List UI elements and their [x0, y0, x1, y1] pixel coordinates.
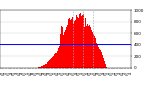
Bar — [45, 64, 46, 68]
Bar — [73, 24, 74, 68]
Bar — [51, 58, 52, 68]
Bar — [62, 27, 63, 68]
Bar — [80, 13, 81, 68]
Bar — [96, 43, 97, 68]
Bar — [82, 15, 83, 68]
Bar — [49, 60, 50, 68]
Bar — [61, 26, 62, 68]
Bar — [64, 32, 65, 68]
Bar — [53, 56, 54, 68]
Bar — [43, 65, 44, 68]
Bar — [44, 65, 45, 68]
Bar — [39, 67, 40, 68]
Bar — [58, 48, 59, 68]
Bar — [89, 25, 90, 68]
Bar — [72, 17, 73, 68]
Bar — [98, 47, 99, 68]
Bar — [65, 30, 66, 68]
Bar — [85, 18, 86, 68]
Bar — [95, 38, 96, 68]
Bar — [86, 27, 87, 68]
Bar — [74, 21, 75, 68]
Bar — [91, 30, 92, 68]
Bar — [75, 20, 76, 68]
Bar — [38, 67, 39, 68]
Bar — [100, 50, 101, 68]
Bar — [50, 59, 51, 68]
Bar — [77, 17, 78, 68]
Bar — [101, 52, 102, 68]
Bar — [54, 54, 55, 68]
Bar — [41, 66, 42, 68]
Bar — [40, 67, 41, 68]
Bar — [84, 27, 85, 68]
Bar — [68, 19, 69, 68]
Bar — [59, 46, 60, 68]
Bar — [63, 35, 64, 68]
Bar — [52, 57, 53, 68]
Bar — [47, 62, 48, 68]
Bar — [56, 54, 57, 68]
Bar — [55, 53, 56, 68]
Bar — [105, 64, 106, 68]
Bar — [78, 18, 79, 68]
Bar — [83, 14, 84, 68]
Bar — [102, 55, 103, 68]
Bar — [87, 24, 88, 68]
Bar — [81, 16, 82, 68]
Bar — [99, 49, 100, 68]
Bar — [60, 34, 61, 68]
Bar — [71, 19, 72, 68]
Bar — [76, 14, 77, 68]
Bar — [92, 32, 93, 68]
Bar — [48, 61, 49, 68]
Bar — [93, 34, 94, 68]
Bar — [66, 27, 67, 68]
Bar — [97, 45, 98, 68]
Bar — [103, 58, 104, 68]
Bar — [70, 20, 71, 68]
Bar — [46, 64, 47, 68]
Bar — [90, 27, 91, 68]
Bar — [79, 14, 80, 68]
Bar — [94, 36, 95, 68]
Bar — [88, 26, 89, 68]
Bar — [104, 61, 105, 68]
Bar — [57, 51, 58, 68]
Bar — [67, 25, 68, 68]
Bar — [69, 18, 70, 68]
Bar — [42, 66, 43, 68]
